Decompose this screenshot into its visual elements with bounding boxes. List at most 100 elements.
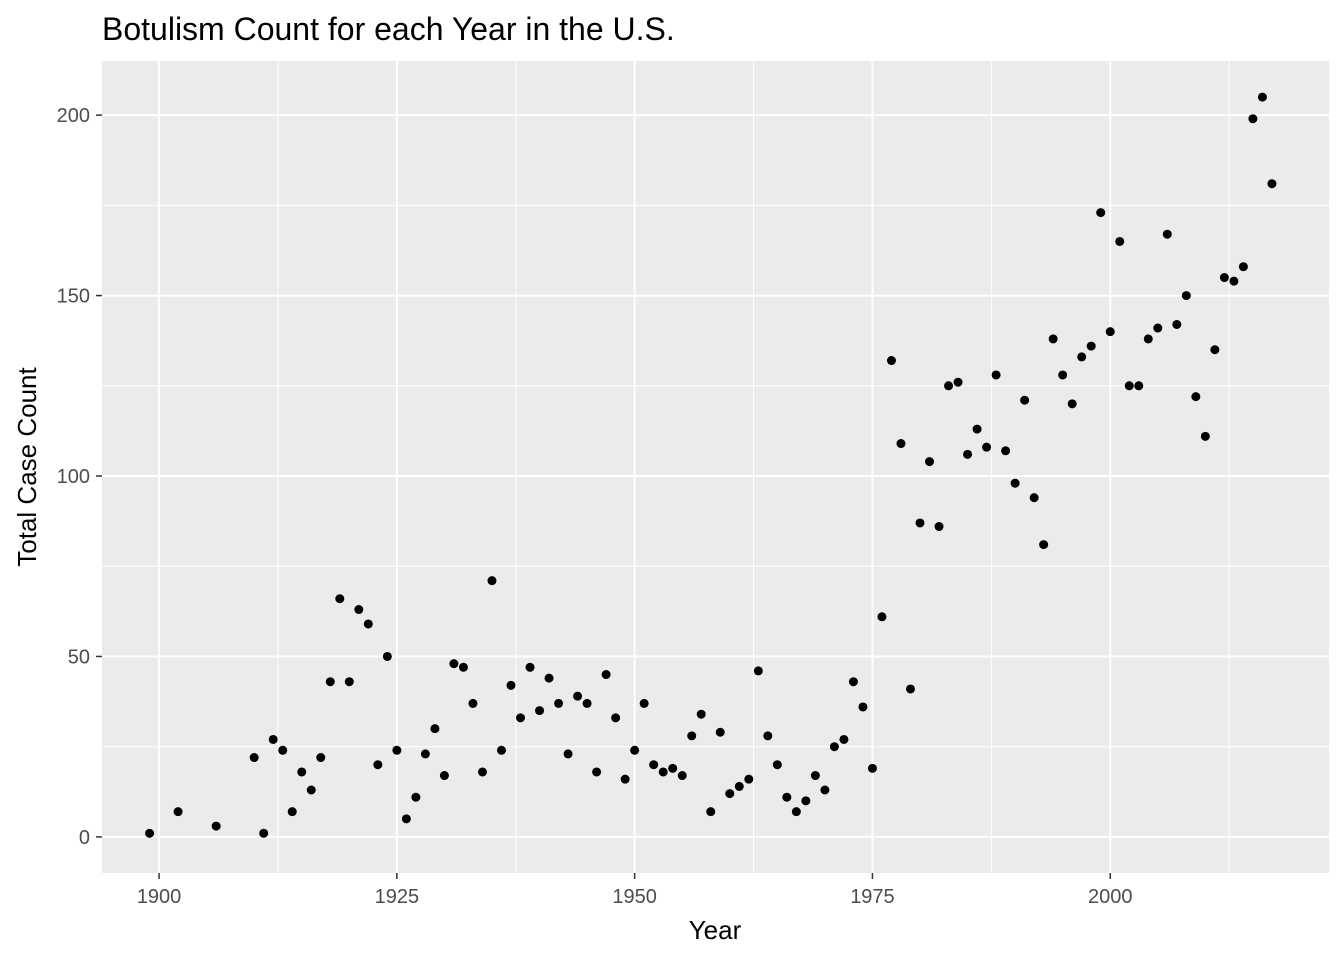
data-point: [458, 662, 468, 672]
data-point: [1210, 345, 1220, 355]
data-point: [1238, 262, 1248, 272]
data-point: [630, 745, 640, 755]
data-point: [535, 706, 545, 716]
data-points: [145, 92, 1277, 838]
data-point: [278, 745, 288, 755]
data-point: [1001, 446, 1011, 456]
data-point: [211, 821, 221, 831]
data-point: [582, 698, 592, 708]
data-point: [744, 774, 754, 784]
data-point: [601, 670, 611, 680]
data-point: [145, 828, 155, 838]
data-point: [991, 370, 1001, 380]
data-point: [373, 760, 383, 770]
data-point: [725, 789, 735, 799]
data-point: [1124, 381, 1134, 391]
x-tick-label: 1975: [850, 886, 895, 908]
y-tick-label: 100: [57, 466, 90, 488]
data-point: [753, 666, 763, 676]
data-point: [896, 439, 906, 449]
data-point: [487, 576, 497, 586]
data-point: [554, 698, 564, 708]
data-point: [1029, 493, 1039, 503]
data-point: [1077, 352, 1087, 362]
data-point: [772, 760, 782, 770]
x-axis-title: Year: [689, 915, 742, 945]
data-point: [563, 749, 573, 759]
data-point: [1143, 334, 1153, 344]
data-point: [1134, 381, 1144, 391]
data-point: [1248, 114, 1258, 124]
data-point: [1267, 179, 1277, 189]
data-point: [516, 713, 526, 723]
data-point: [306, 785, 316, 795]
data-point: [1115, 236, 1125, 246]
data-point: [477, 767, 487, 777]
data-point: [953, 377, 963, 387]
data-point: [1200, 431, 1210, 441]
data-point: [905, 684, 915, 694]
data-point: [1181, 291, 1191, 301]
x-tick-label: 1900: [137, 886, 182, 908]
data-point: [573, 691, 583, 701]
data-point: [668, 763, 678, 773]
plot-panel: [102, 61, 1329, 873]
data-point: [316, 753, 326, 763]
data-point: [982, 442, 992, 452]
data-point: [963, 449, 973, 459]
data-point: [592, 767, 602, 777]
data-point: [801, 796, 811, 806]
data-point: [335, 594, 345, 604]
data-point: [715, 727, 725, 737]
data-point: [1010, 478, 1020, 488]
data-point: [734, 781, 744, 791]
data-point: [506, 680, 516, 690]
data-point: [858, 702, 868, 712]
data-point: [392, 745, 402, 755]
data-point: [782, 792, 792, 802]
data-point: [639, 698, 649, 708]
data-point: [649, 760, 659, 770]
data-point: [1020, 395, 1030, 405]
x-tick-label: 1925: [375, 886, 420, 908]
data-point: [820, 785, 830, 795]
tick-labels: 1900 1925 1950 1975 2000 0 50 100 150 200: [57, 105, 1133, 908]
data-point: [934, 522, 944, 532]
data-point: [430, 724, 440, 734]
data-point: [420, 749, 430, 759]
data-point: [1105, 327, 1115, 337]
data-point: [468, 698, 478, 708]
data-point: [344, 677, 354, 687]
data-point: [791, 807, 801, 817]
data-point: [867, 763, 877, 773]
data-point: [496, 745, 506, 755]
data-point: [1067, 399, 1077, 409]
data-point: [1096, 208, 1106, 218]
y-tick-label: 50: [68, 646, 90, 668]
data-point: [1058, 370, 1068, 380]
minor-gridlines: [102, 61, 1329, 873]
data-point: [687, 731, 697, 741]
data-point: [173, 807, 183, 817]
data-point: [1191, 392, 1201, 402]
data-point: [810, 771, 820, 781]
y-tick-label: 150: [57, 286, 90, 308]
data-point: [944, 381, 954, 391]
data-point: [1039, 540, 1049, 550]
chart-title: Botulism Count for each Year in the U.S.: [102, 11, 675, 47]
data-point: [1229, 276, 1239, 286]
data-point: [297, 767, 307, 777]
data-point: [1257, 92, 1267, 102]
axis-ticks: [96, 114, 1111, 879]
data-point: [325, 677, 335, 687]
data-point: [696, 709, 706, 719]
data-point: [544, 673, 554, 683]
data-point: [1162, 229, 1172, 239]
data-point: [382, 651, 392, 661]
data-point: [439, 771, 449, 781]
data-point: [259, 828, 269, 838]
data-point: [1219, 273, 1229, 283]
data-point: [411, 792, 421, 802]
y-tick-label: 0: [79, 827, 90, 849]
